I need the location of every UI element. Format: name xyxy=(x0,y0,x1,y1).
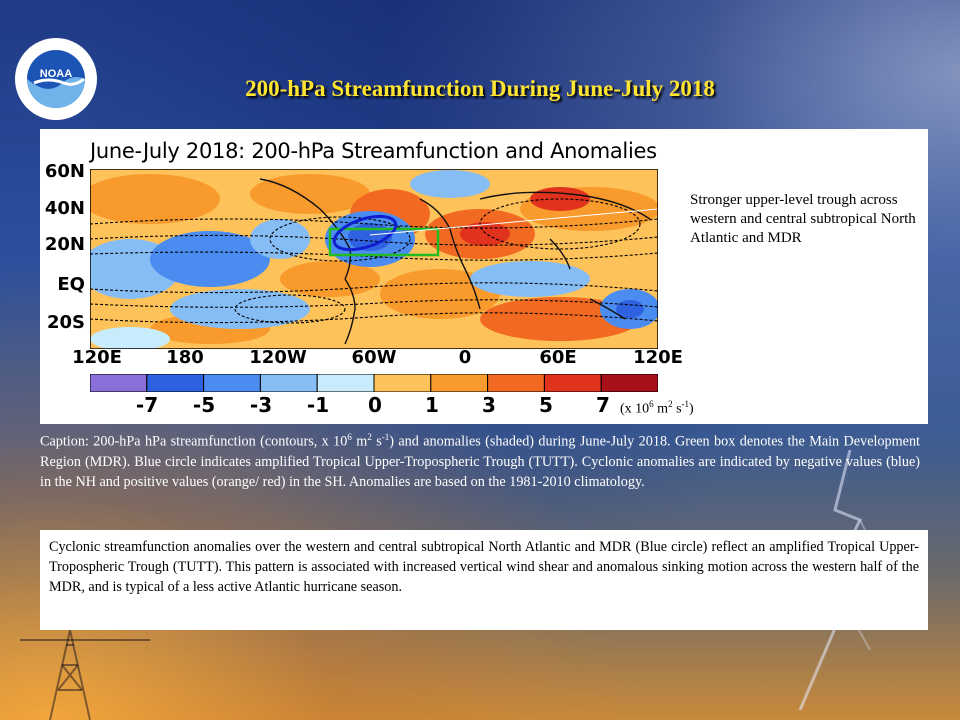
colorbar-segment xyxy=(373,374,432,392)
mdr-box xyxy=(328,227,440,257)
colorbar-segment xyxy=(146,374,205,392)
anomaly-map xyxy=(90,169,658,349)
colorbar-segment xyxy=(430,374,489,392)
colorbar-segment xyxy=(600,374,658,392)
colorbar-label: 0 xyxy=(368,393,382,417)
colorbar-segment xyxy=(487,374,545,392)
lon-tick-label: 60W xyxy=(351,347,397,368)
figure-title: June-July 2018: 200-hPa Streamfunction a… xyxy=(90,139,657,163)
colorbar-label: 3 xyxy=(482,393,496,417)
summary-text: Cyclonic streamfunction anomalies over t… xyxy=(49,539,919,595)
lon-tick-label: 120W xyxy=(249,347,307,368)
slide-title: 200-hPa Streamfunction During June-July … xyxy=(245,76,715,101)
tutt-ellipse xyxy=(332,214,398,252)
side-note: Stronger upper-level trough across weste… xyxy=(690,192,916,246)
lon-tick-label: 60E xyxy=(539,347,577,368)
callout-line xyxy=(369,208,658,236)
lat-tick-label: 20N xyxy=(44,234,85,255)
noaa-logo-text: NOAA xyxy=(40,68,72,80)
lat-tick-label: 40N xyxy=(44,198,85,219)
colorbar-label: -1 xyxy=(306,393,330,417)
lon-tick-label: 120E xyxy=(72,347,122,368)
negative-anomaly-shading xyxy=(90,170,658,349)
colorbar-segment xyxy=(90,374,148,392)
noaa-logo: NOAA xyxy=(15,38,97,120)
lon-tick-label: 180 xyxy=(166,347,204,368)
figure-caption: Caption: 200-hPa hPa streamfunction (con… xyxy=(40,432,920,490)
colorbar-label: -7 xyxy=(135,393,159,417)
colorbar xyxy=(90,374,658,392)
figure-panel: June-July 2018: 200-hPa Streamfunction a… xyxy=(40,129,928,424)
colorbar-label: -3 xyxy=(249,393,273,417)
coastlines xyxy=(259,178,651,345)
radar-tower-graphic xyxy=(20,629,150,720)
summary-box: Cyclonic streamfunction anomalies over t… xyxy=(40,530,928,630)
colorbar-segment xyxy=(259,374,318,392)
lat-tick-label: 60N xyxy=(44,161,85,182)
colorbar-label: 1 xyxy=(425,393,439,417)
lon-tick-label: 120E xyxy=(633,347,683,368)
colorbar-label: -5 xyxy=(192,393,216,417)
colorbar-segment xyxy=(543,374,602,392)
streamfunction-contours xyxy=(90,198,658,324)
lat-tick-label: EQ xyxy=(57,274,85,295)
colorbar-label: 5 xyxy=(539,393,553,417)
units-label: (x 106 m2 s-1) xyxy=(620,399,694,417)
lat-tick-label: 20S xyxy=(46,312,85,333)
colorbar-label: 7 xyxy=(596,393,610,417)
colorbar-segment xyxy=(203,374,261,392)
lon-tick-label: 0 xyxy=(458,347,472,368)
colorbar-segment xyxy=(316,374,375,392)
